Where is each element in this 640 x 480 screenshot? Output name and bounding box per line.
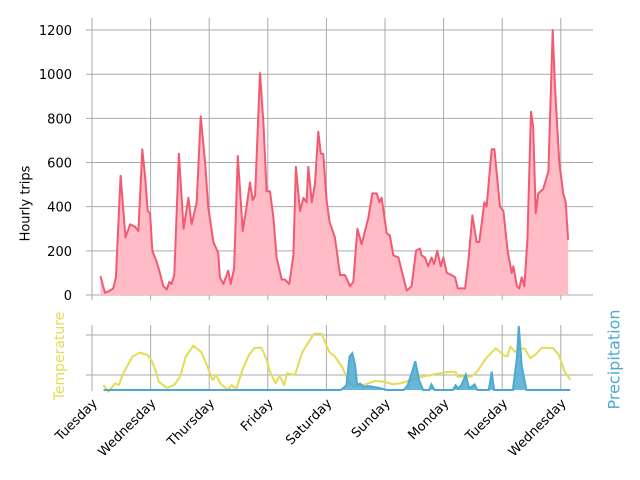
x-tick-label: Saturday xyxy=(283,396,335,448)
x-tick-label: Monday xyxy=(406,396,453,443)
y-axis-label-temperature: Temperature xyxy=(52,311,68,401)
y-tick-label: 400 xyxy=(47,201,72,216)
x-tick-label: Wednesday xyxy=(506,396,570,460)
y-tick-label: 1200 xyxy=(39,24,72,39)
y-axis-label-precipitation: Precipitation xyxy=(604,309,624,410)
y-tick-label: 200 xyxy=(47,245,72,260)
x-tick-label: Sunday xyxy=(349,396,394,441)
y-axis-label-trips: Hourly trips xyxy=(18,165,34,242)
y-tick-label: 800 xyxy=(47,112,72,127)
precipitation-line xyxy=(103,325,571,391)
x-tick-label: Tuesday xyxy=(462,396,511,445)
temperature-line xyxy=(102,332,572,393)
y-tick-label: 1000 xyxy=(39,68,72,83)
x-tick-label: Thursday xyxy=(164,396,218,450)
trips-line xyxy=(99,29,570,294)
y-tick-label: 0 xyxy=(64,289,72,304)
x-tick-label: Wednesday xyxy=(96,396,160,460)
precipitation-area xyxy=(103,326,571,390)
trips-area xyxy=(100,30,569,295)
x-tick-label: Friday xyxy=(238,396,277,435)
y-tick-label: 600 xyxy=(47,157,72,172)
